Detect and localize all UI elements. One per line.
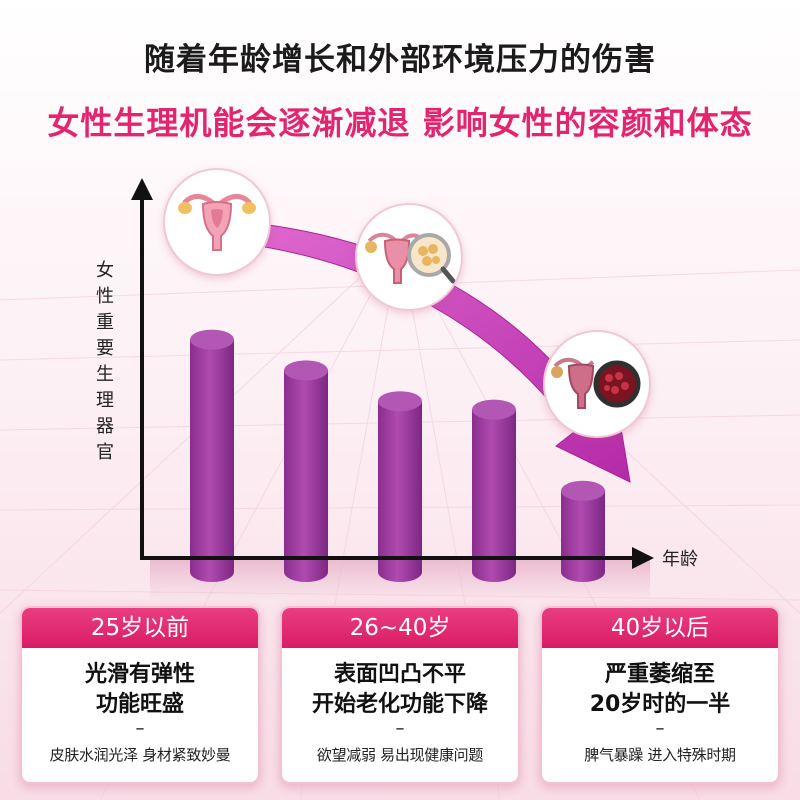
card-header: 26~40岁: [282, 608, 518, 648]
stage-card-middle: 26~40岁 表面凹凸不平 开始老化功能下降 – 欲望减弱 易出现健康问题: [280, 606, 520, 784]
card-title-line2: 开始老化功能下降: [311, 692, 488, 717]
card-dash: –: [655, 718, 665, 739]
headline-primary: 随着年龄增长和外部环境压力的伤害: [144, 42, 656, 78]
card-title-line1: 光滑有弹性: [84, 662, 195, 687]
card-title-line2: 功能旺盛: [95, 692, 184, 717]
bars-group: [190, 329, 605, 582]
card-dash: –: [135, 718, 145, 739]
y-axis-label: 女性重要生理器官: [96, 260, 114, 463]
x-axis-arrowhead: [632, 547, 654, 569]
card-subtitle: 欲望减弱 易出现健康问题: [316, 746, 484, 764]
uterus-healthy-icon: [178, 194, 256, 251]
uterus-magnified-icon: [365, 232, 456, 284]
card-title-line1: 严重萎缩至: [604, 662, 715, 687]
y-axis-arrowhead: [131, 178, 153, 200]
card-title-line2: 20岁时的一半: [589, 692, 731, 717]
card-header: 40岁以后: [542, 608, 778, 648]
card-header: 25岁以前: [22, 608, 258, 648]
uterus-damaged-icon: [551, 357, 641, 409]
bar-2: [284, 360, 328, 582]
stage-card-early: 25岁以前 光滑有弹性 功能旺盛 – 皮肤水润光泽 身材紧致妙曼: [20, 606, 260, 784]
uterus-damaged-circle: [543, 330, 651, 438]
bar-3: [378, 391, 422, 582]
stage-card-late: 40岁以后 严重萎缩至 20岁时的一半 – 脾气暴躁 进入特殊时期: [540, 606, 780, 784]
bar-1: [190, 329, 234, 582]
x-axis-label: 年龄: [662, 549, 698, 570]
bar-4: [472, 399, 516, 582]
uterus-magnified-circle: [355, 203, 463, 311]
card-subtitle: 脾气暴躁 进入特殊时期: [584, 746, 736, 764]
bar-5: [561, 480, 605, 582]
card-dash: –: [395, 718, 405, 739]
card-subtitle: 皮肤水润光泽 身材紧致妙曼: [49, 746, 231, 764]
headline-secondary: 女性生理机能会逐渐减退 影响女性的容颜和体态: [47, 104, 753, 142]
card-title-line1: 表面凹凸不平: [333, 662, 466, 687]
uterus-healthy-circle: [163, 168, 271, 276]
